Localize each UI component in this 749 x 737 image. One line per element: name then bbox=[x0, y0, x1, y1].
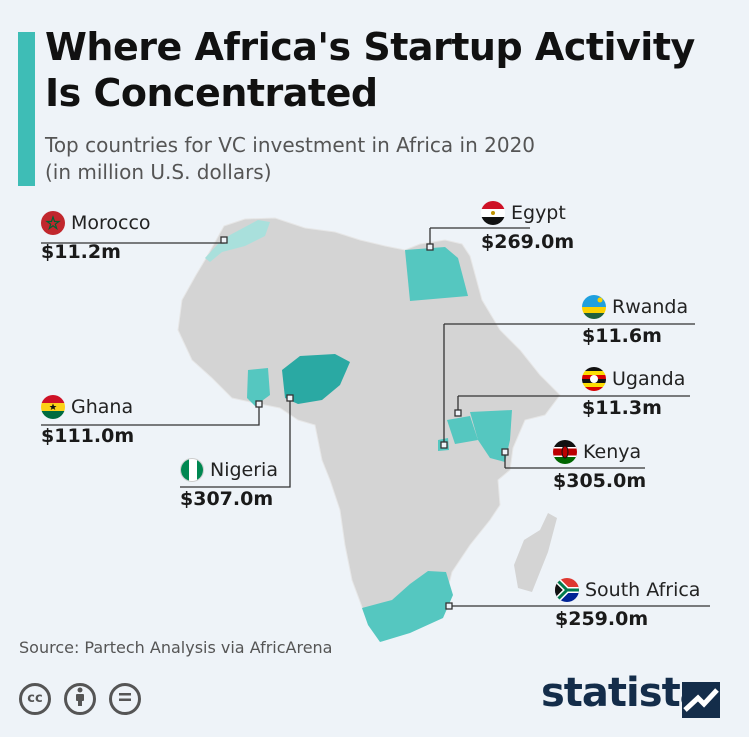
license-icons: cc bbox=[19, 683, 149, 715]
no-derivatives-icon[interactable] bbox=[109, 683, 142, 715]
statista-logo-icon bbox=[682, 682, 720, 718]
egypt-shape bbox=[405, 247, 468, 301]
title-line-1: Where Africa's Startup Activity bbox=[45, 25, 695, 69]
uganda-marker bbox=[454, 409, 462, 417]
south-africa-shape bbox=[362, 571, 453, 642]
ghana-marker bbox=[255, 400, 263, 408]
country-name: Rwanda bbox=[612, 296, 689, 318]
country-name: Nigeria bbox=[210, 459, 278, 481]
country-value: $305.0m bbox=[553, 470, 647, 492]
rwanda-flag-icon bbox=[582, 295, 606, 319]
nigeria-marker bbox=[286, 394, 294, 402]
country-value: $111.0m bbox=[41, 425, 135, 447]
page-title: Where Africa's Startup Activity Is Conce… bbox=[45, 24, 735, 116]
subtitle: Top countries for VC investment in Afric… bbox=[45, 132, 535, 186]
source-note: Source: Partech Analysis via AfricArena bbox=[19, 638, 333, 657]
label-uganda: Uganda $11.3m bbox=[582, 367, 685, 419]
country-name: Ghana bbox=[71, 396, 134, 418]
egypt-marker bbox=[426, 243, 434, 251]
country-value: $269.0m bbox=[481, 231, 575, 253]
country-value: $11.6m bbox=[582, 325, 662, 347]
country-name: Uganda bbox=[612, 368, 686, 390]
country-value: $11.3m bbox=[582, 397, 662, 419]
title-line-2: Is Concentrated bbox=[45, 71, 378, 115]
madagascar-shape bbox=[514, 513, 557, 592]
country-name: Kenya bbox=[583, 441, 642, 463]
morocco-flag-icon bbox=[41, 211, 65, 235]
country-name: South Africa bbox=[585, 579, 701, 601]
subtitle-line-1: Top countries for VC investment in Afric… bbox=[45, 133, 536, 157]
south-africa-marker bbox=[445, 602, 453, 610]
nigeria-flag-icon bbox=[180, 458, 204, 482]
ghana-shape bbox=[247, 368, 270, 406]
kenya-marker bbox=[501, 448, 509, 456]
rwanda-marker bbox=[440, 441, 448, 449]
attribution-icon[interactable] bbox=[64, 683, 97, 715]
subtitle-line-2: (in million U.S. dollars) bbox=[45, 160, 272, 184]
cc-icon[interactable]: cc bbox=[19, 683, 51, 715]
label-rwanda: Rwanda $11.6m bbox=[582, 295, 688, 347]
label-morocco: Morocco $11.2m bbox=[41, 211, 151, 263]
morocco-shape bbox=[205, 220, 270, 262]
label-kenya: Kenya $305.0m bbox=[553, 440, 646, 492]
label-ghana: Ghana $111.0m bbox=[41, 395, 134, 447]
ghana-leader-line bbox=[41, 404, 260, 426]
label-south-africa: South Africa $259.0m bbox=[555, 578, 700, 630]
uganda-shape bbox=[447, 416, 478, 444]
country-value: $307.0m bbox=[180, 488, 274, 510]
country-value: $259.0m bbox=[555, 608, 649, 630]
label-nigeria: Nigeria $307.0m bbox=[180, 458, 278, 510]
label-egypt: Egypt $269.0m bbox=[481, 201, 574, 253]
ghana-flag-icon bbox=[41, 395, 65, 419]
nigeria-shape bbox=[282, 354, 350, 404]
country-name: Morocco bbox=[71, 212, 151, 234]
statista-logo[interactable]: statista bbox=[541, 670, 707, 716]
uganda-flag-icon bbox=[582, 367, 606, 391]
country-value: $11.2m bbox=[41, 241, 121, 263]
rwanda-leader-line bbox=[443, 323, 695, 445]
country-name: Egypt bbox=[511, 202, 566, 224]
south-africa-flag-icon bbox=[555, 578, 579, 602]
nigeria-leader-line bbox=[180, 398, 291, 488]
kenya-flag-icon bbox=[553, 440, 577, 464]
accent-bar bbox=[18, 32, 35, 186]
egypt-flag-icon bbox=[481, 201, 505, 225]
morocco-marker bbox=[220, 236, 228, 244]
